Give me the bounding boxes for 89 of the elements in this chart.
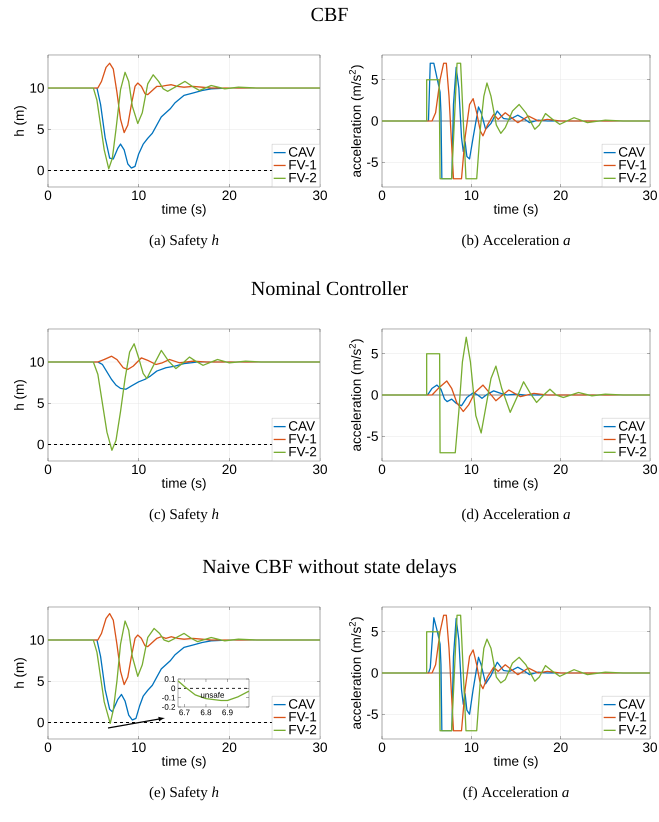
- x-tick-label: 30: [313, 190, 327, 200]
- x-axis-title: time (s): [162, 204, 206, 217]
- x-axis-title: time (s): [494, 478, 538, 491]
- y-tick-label: -5: [367, 432, 378, 441]
- legend-label: FV-1: [619, 434, 646, 444]
- y-axis-title: acceleration (m/s$^{2}$): [348, 339, 364, 451]
- x-tick-label: 30: [643, 742, 657, 752]
- x-tick-label: 6.8: [200, 710, 212, 716]
- y-tick-label: 5: [37, 124, 44, 134]
- text: (f) Acceleration a: [463, 786, 569, 800]
- chart-title: Nominal Controller: [251, 281, 408, 296]
- y-tick-label: 5: [37, 676, 44, 686]
- x-tick-label: 0: [44, 464, 52, 474]
- x-tick-label: 30: [313, 464, 327, 474]
- annotation: unsafe: [200, 692, 224, 698]
- y-tick-label: 0: [37, 440, 44, 450]
- y-tick-label: 5: [371, 627, 378, 636]
- y-tick-label: 0: [37, 718, 44, 728]
- y-tick-label: 10: [30, 357, 44, 367]
- legend-label: CAV: [618, 421, 645, 431]
- y-tick-label: 0: [371, 116, 378, 126]
- legend-label: CAV: [618, 699, 645, 709]
- x-tick-label: 30: [313, 742, 327, 752]
- x-tick-label: 20: [222, 742, 236, 752]
- y-tick-label: 0: [171, 686, 176, 692]
- x-axis-title: time (s): [162, 756, 206, 769]
- x-tick-label: 10: [464, 742, 478, 752]
- x-axis-title: time (s): [494, 756, 538, 769]
- legend-label: FV-2: [289, 172, 316, 182]
- x-tick-label: 20: [554, 464, 568, 474]
- x-tick-label: 0: [378, 464, 386, 474]
- legend-label: FV-2: [619, 446, 646, 456]
- legend-label: CAV: [288, 699, 315, 709]
- y-tick-label: 10: [30, 83, 44, 93]
- legend-label: FV-1: [289, 712, 316, 722]
- x-tick-label: 10: [132, 742, 146, 752]
- x-tick-label: 6.9: [222, 710, 233, 716]
- x-tick-label: 30: [643, 464, 657, 474]
- y-tick-label: 0: [37, 166, 44, 176]
- y-tick-label: 5: [371, 349, 378, 358]
- y-tick-label: 5: [37, 398, 44, 408]
- x-tick-label: 30: [643, 190, 657, 200]
- chart-title: CBF: [311, 8, 348, 22]
- y-axis-title: acceleration (m/s$^{2}$): [348, 617, 364, 729]
- text: (d) Acceleration a: [462, 508, 570, 522]
- x-axis-title: time (s): [494, 204, 538, 217]
- x-tick-label: 0: [44, 742, 52, 752]
- legend-label: FV-1: [619, 160, 646, 170]
- x-tick-label: 10: [464, 464, 478, 474]
- y-tick-label: 5: [371, 75, 378, 84]
- x-tick-label: 20: [554, 742, 568, 752]
- text: (a) Safety h: [150, 234, 218, 248]
- text: (e) Safety h: [150, 786, 218, 800]
- legend-label: FV-1: [289, 434, 316, 444]
- x-tick-label: 10: [132, 464, 146, 474]
- y-axis-title: h (m): [14, 380, 27, 410]
- y-axis-title: h (m): [14, 106, 27, 136]
- x-tick-label: 10: [464, 190, 478, 200]
- y-tick-label: -0.2: [162, 704, 176, 710]
- x-tick-label: 0: [378, 742, 386, 752]
- x-tick-label: 20: [222, 464, 236, 474]
- y-axis-title: h (m): [14, 658, 27, 688]
- legend-label: FV-1: [619, 712, 646, 722]
- y-tick-label: 0: [371, 390, 378, 400]
- x-tick-label: 0: [378, 190, 386, 200]
- x-tick-label: 20: [222, 190, 236, 200]
- x-axis-title: time (s): [162, 478, 206, 491]
- y-axis-title: acceleration (m/s$^{2}$): [348, 65, 364, 177]
- legend-label: FV-2: [619, 724, 646, 734]
- y-tick-label: 0.1: [164, 676, 176, 682]
- legend-label: FV-2: [289, 724, 316, 734]
- legend-label: FV-2: [289, 446, 316, 456]
- legend-label: FV-2: [619, 172, 646, 182]
- text: (c) Safety h: [150, 508, 218, 522]
- text: (b) Acceleration a: [462, 234, 570, 248]
- chart-title: Naive CBF without state delays: [202, 559, 456, 578]
- legend-label: CAV: [288, 147, 315, 157]
- y-tick-label: 10: [30, 635, 44, 645]
- legend-label: CAV: [618, 147, 645, 157]
- y-tick-label: -0.1: [162, 694, 176, 700]
- x-tick-label: 0: [44, 190, 52, 200]
- x-tick-label: 10: [132, 190, 146, 200]
- y-tick-label: -5: [367, 710, 378, 719]
- x-tick-label: 6.7: [179, 710, 190, 716]
- x-tick-label: 20: [554, 190, 568, 200]
- legend-label: FV-1: [289, 160, 316, 170]
- y-tick-label: -5: [367, 158, 378, 167]
- y-tick-label: 0: [371, 668, 378, 678]
- legend-label: CAV: [288, 421, 315, 431]
